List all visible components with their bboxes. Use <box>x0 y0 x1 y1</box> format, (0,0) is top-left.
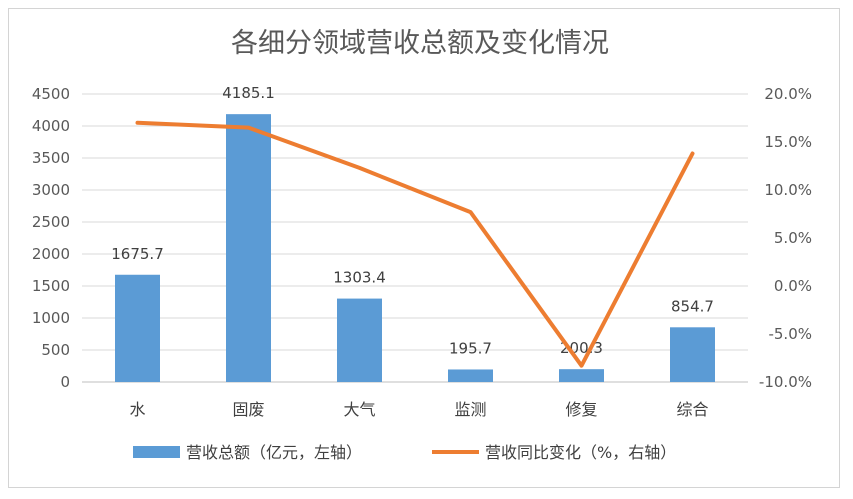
bar-data-label: 854.7 <box>671 297 714 315</box>
legend: 营收总额（亿元，左轴） 营收同比变化（%，右轴） <box>133 443 676 462</box>
bar-data-label: 195.7 <box>449 339 492 357</box>
right-tick-label: 5.0% <box>774 229 812 247</box>
category-label: 大气 <box>343 400 375 419</box>
bar-data-label: 1675.7 <box>111 245 164 263</box>
right-tick-label: 10.0% <box>764 181 812 199</box>
right-tick-label: 20.0% <box>764 85 812 103</box>
left-tick-label: 2500 <box>32 213 70 231</box>
left-tick-label: 3000 <box>32 181 70 199</box>
bar-data-label: 1303.4 <box>333 269 386 287</box>
bar <box>115 274 160 382</box>
chart-title: 各细分领域营收总额及变化情况 <box>231 28 609 59</box>
bar <box>337 298 382 382</box>
right-tick-label: -10.0% <box>759 373 812 391</box>
right-tick-label: -5.0% <box>768 325 812 343</box>
bar-data-label: 4185.1 <box>222 84 275 102</box>
line-point <box>247 126 250 130</box>
bar <box>670 327 715 382</box>
legend-line-label: 营收同比变化（%，右轴） <box>485 443 676 462</box>
line-point <box>136 121 139 125</box>
right-tick-label: 15.0% <box>764 133 812 151</box>
category-axis-labels: 水 固废 大气 监测 修复 综合 <box>129 400 708 419</box>
gridlines <box>82 93 748 383</box>
left-tick-label: 4000 <box>32 117 70 135</box>
category-label: 修复 <box>565 400 597 419</box>
bar <box>559 369 604 382</box>
left-tick-label: 500 <box>41 341 70 359</box>
left-tick-label: 0 <box>60 373 70 391</box>
bar <box>226 114 271 383</box>
category-label: 监测 <box>454 400 486 419</box>
left-axis-ticks: 0 500 1000 1500 2000 2500 3000 3500 4000 4500 <box>32 85 70 391</box>
left-tick-label: 3500 <box>32 149 70 167</box>
line-point <box>580 364 583 368</box>
line-point <box>469 210 472 214</box>
line-point <box>691 152 694 156</box>
left-tick-label: 1000 <box>32 309 70 327</box>
left-tick-label: 4500 <box>32 85 70 103</box>
legend-bar-label: 营收总额（亿元，左轴） <box>186 443 362 462</box>
right-axis-ticks: -10.0% -5.0% 0.0% 5.0% 10.0% 15.0% 20.0% <box>759 85 812 391</box>
right-tick-label: 0.0% <box>774 277 812 295</box>
category-label: 综合 <box>676 400 708 419</box>
line-path <box>135 120 695 368</box>
line-series <box>135 120 695 368</box>
bar <box>448 369 493 382</box>
left-tick-label: 1500 <box>32 277 70 295</box>
legend-bar-swatch <box>133 446 180 458</box>
left-tick-label: 2000 <box>32 245 70 263</box>
category-label: 固废 <box>232 400 264 419</box>
line-point <box>358 166 361 170</box>
category-label: 水 <box>129 400 145 419</box>
chart-frame <box>8 8 840 488</box>
bar-series <box>115 114 715 383</box>
